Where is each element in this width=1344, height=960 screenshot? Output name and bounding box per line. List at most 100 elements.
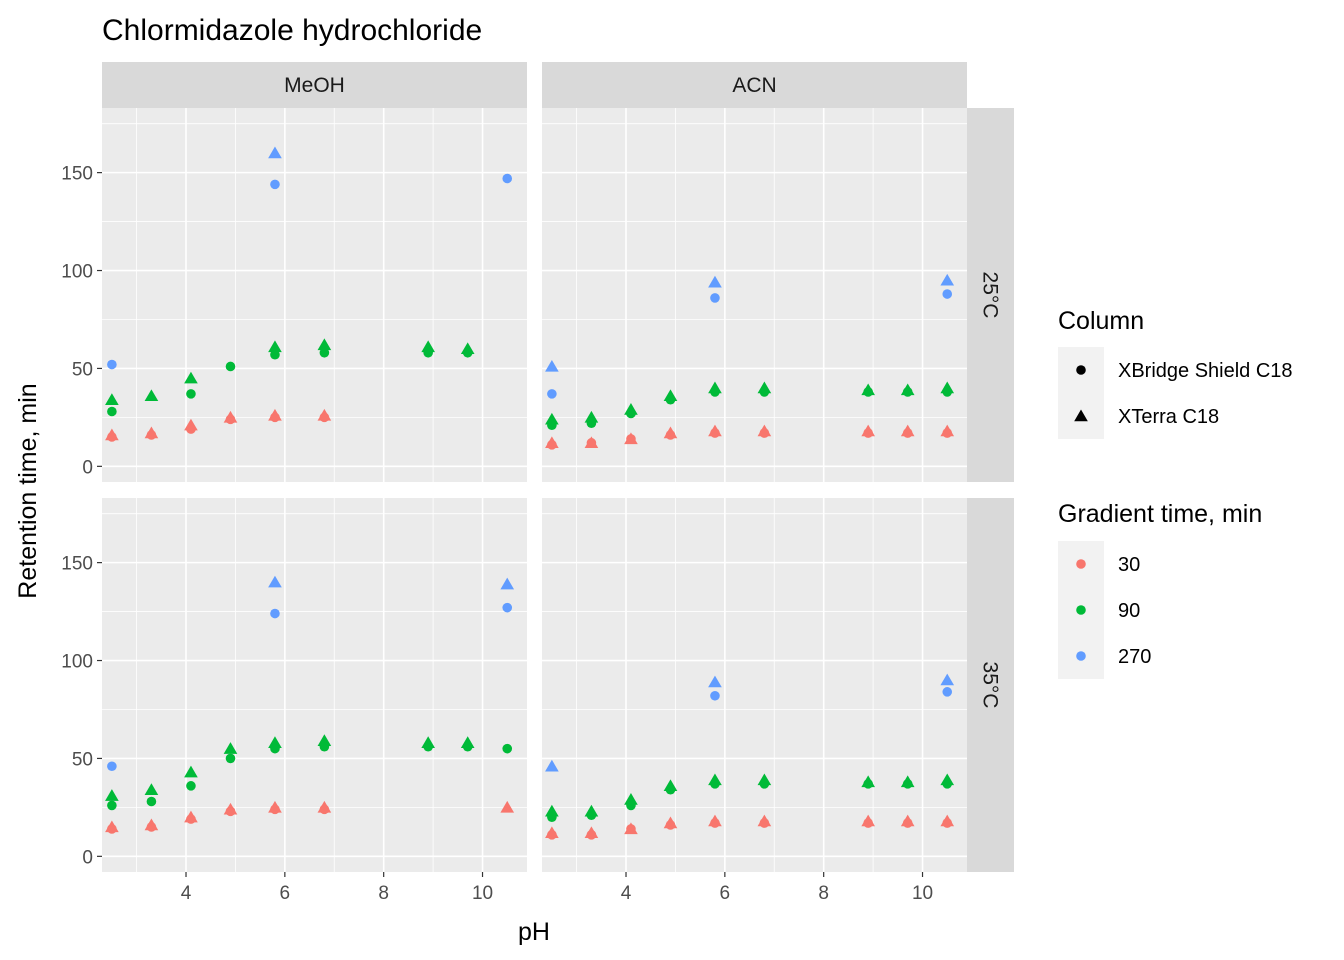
legend-entry: 30 xyxy=(1058,541,1140,587)
data-point xyxy=(144,389,159,402)
data-series xyxy=(105,408,332,441)
data-series xyxy=(105,800,515,833)
y-tick-label: 50 xyxy=(72,749,93,770)
data-series xyxy=(105,734,475,801)
data-series xyxy=(105,338,475,405)
data-point xyxy=(460,736,475,748)
x-tick-label: 8 xyxy=(818,883,829,904)
y-tick-label: 100 xyxy=(61,262,93,283)
legend-label: 90 xyxy=(1118,600,1140,622)
data-series xyxy=(545,773,955,817)
data-point xyxy=(186,389,196,399)
data-point xyxy=(545,359,559,372)
data-point xyxy=(421,736,435,748)
data-point xyxy=(319,347,330,358)
data-point xyxy=(502,602,513,613)
data-point xyxy=(624,403,638,415)
data-point xyxy=(708,814,722,827)
circle-marker-icon xyxy=(1076,365,1086,375)
data-point xyxy=(708,275,722,288)
data-point xyxy=(584,410,599,423)
x-tick-label: 6 xyxy=(720,883,731,904)
data-point xyxy=(268,575,282,588)
data-point xyxy=(146,796,157,807)
data-point xyxy=(184,418,198,431)
data-point xyxy=(940,273,955,286)
data-point xyxy=(184,810,198,823)
facet-panel xyxy=(542,108,967,482)
data-point xyxy=(861,814,875,827)
panel-background xyxy=(102,498,527,872)
data-series xyxy=(545,424,955,449)
data-point xyxy=(105,393,119,405)
x-tick-label: 8 xyxy=(378,883,389,904)
data-point xyxy=(107,359,117,370)
data-point xyxy=(545,804,559,817)
legend-entry: 90 xyxy=(1058,587,1140,633)
data-point xyxy=(710,690,720,701)
legend-title: Gradient time, min xyxy=(1058,500,1262,528)
data-point xyxy=(757,773,772,786)
panel-background xyxy=(102,108,527,482)
data-point xyxy=(268,408,282,421)
data-point xyxy=(223,802,238,815)
y-tick-label: 50 xyxy=(72,359,93,380)
data-point xyxy=(861,383,875,396)
legend-title: Column xyxy=(1058,307,1144,335)
data-point xyxy=(663,426,678,439)
data-point xyxy=(942,289,953,299)
data-point xyxy=(757,424,772,437)
data-point xyxy=(663,389,678,402)
triangle-marker-icon xyxy=(1074,409,1088,422)
legend: Column XBridge Shield C18 XTerra C18 Gradie… xyxy=(1058,307,1293,679)
x-tick-label: 10 xyxy=(912,883,933,904)
data-point xyxy=(268,340,282,353)
data-point xyxy=(268,736,282,748)
data-point xyxy=(900,814,915,827)
data-point xyxy=(107,406,117,417)
data-point xyxy=(547,389,557,399)
data-point xyxy=(186,781,196,791)
data-point xyxy=(900,424,915,437)
data-series xyxy=(545,381,955,425)
data-point xyxy=(460,342,475,355)
data-series xyxy=(545,673,955,772)
x-axis-title: pH xyxy=(518,918,550,946)
data-point xyxy=(584,436,599,449)
data-series xyxy=(107,602,513,772)
color-swatch-icon xyxy=(1076,559,1086,569)
legend-label: 270 xyxy=(1118,646,1151,668)
y-axis-title: Retention time, min xyxy=(14,383,42,598)
color-swatch-icon xyxy=(1076,651,1086,661)
data-series xyxy=(268,575,515,590)
data-point xyxy=(317,800,332,813)
data-point xyxy=(708,773,722,786)
color-swatch-icon xyxy=(1076,605,1086,615)
y-tick-label: 0 xyxy=(82,847,93,868)
data-point xyxy=(663,779,678,792)
data-point xyxy=(421,340,435,353)
x-tick-label: 4 xyxy=(181,883,192,904)
data-point xyxy=(940,381,955,394)
facet-panel: 4 6 8 10 xyxy=(542,498,967,904)
legend-label: XBridge Shield C18 xyxy=(1118,360,1293,382)
data-series xyxy=(107,173,513,370)
strip-background xyxy=(967,108,1014,482)
legend-label: 30 xyxy=(1118,554,1140,576)
data-series xyxy=(545,273,955,372)
data-point xyxy=(942,687,953,697)
data-point xyxy=(708,424,722,437)
data-point xyxy=(708,675,722,688)
data-point xyxy=(184,765,198,778)
legend-column: Column XBridge Shield C18 XTerra C18 xyxy=(1058,307,1293,439)
data-point xyxy=(225,361,236,372)
legend-entry: XBridge Shield C18 xyxy=(1058,347,1293,393)
strip-label: ACN xyxy=(732,74,776,97)
panel-background xyxy=(542,498,967,872)
data-point xyxy=(107,761,117,772)
x-tick-label: 10 xyxy=(472,883,493,904)
data-point xyxy=(900,775,915,788)
data-point xyxy=(708,381,722,394)
y-tick-label: 0 xyxy=(82,457,93,478)
